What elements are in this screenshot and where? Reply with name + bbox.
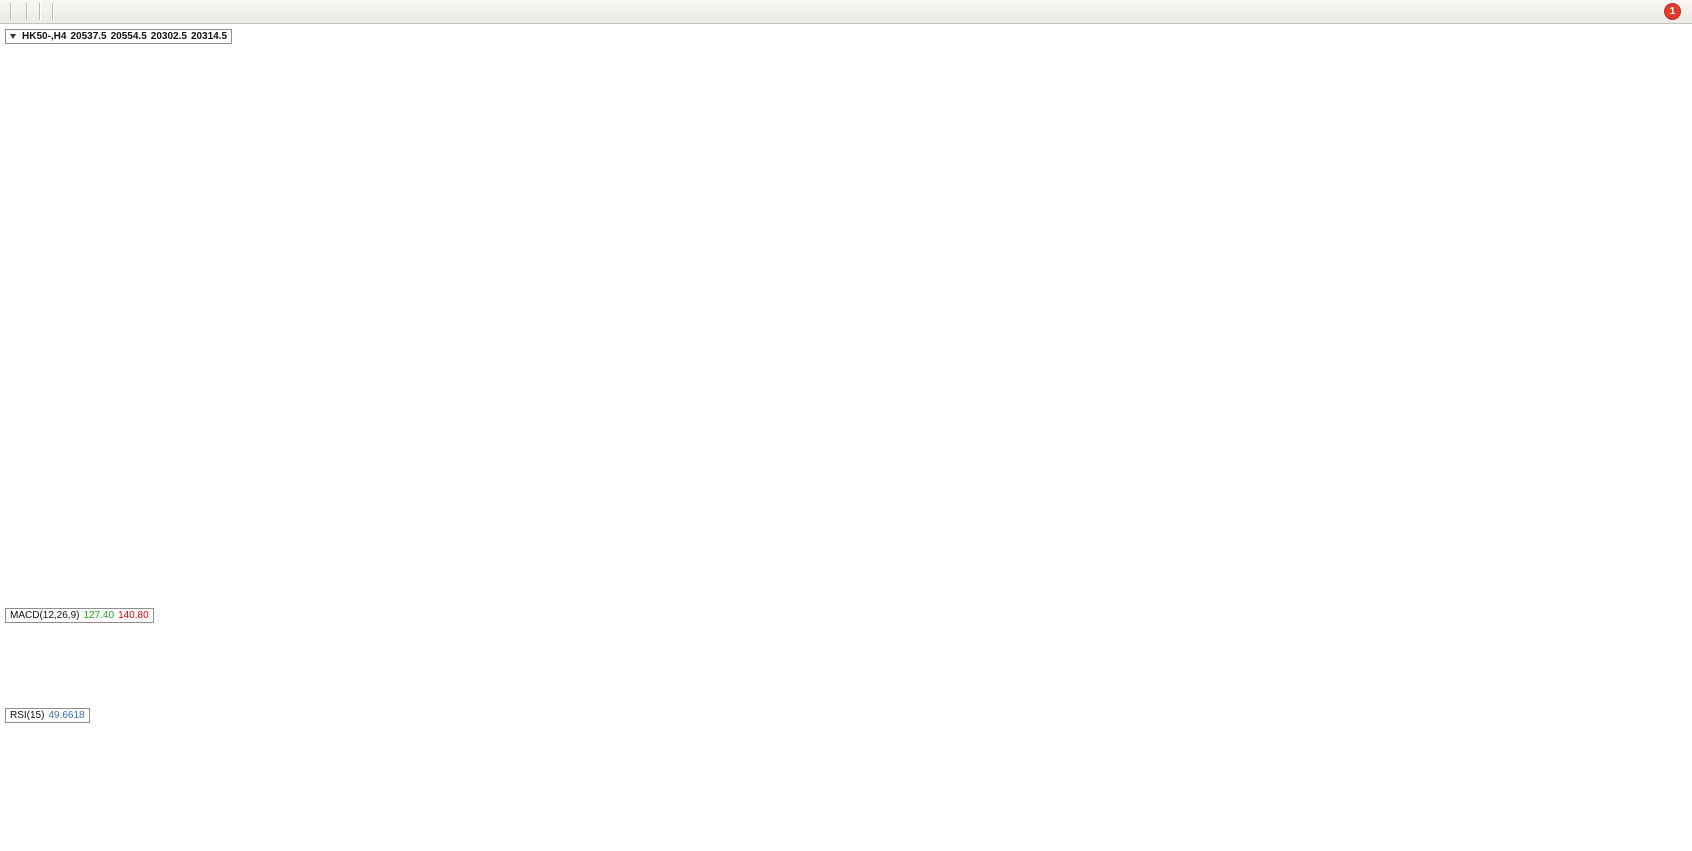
toolbar-separator bbox=[10, 3, 11, 20]
one-click-trading-toggle-icon[interactable] bbox=[10, 34, 16, 39]
rsi-name: RSI(15) bbox=[10, 710, 45, 721]
macd-name: MACD(12,26,9) bbox=[10, 610, 80, 621]
chart-symbol-period: HK50-,H4 bbox=[22, 31, 67, 42]
ohlc-open: 20537.5 bbox=[70, 31, 107, 42]
rsi-value: 49.6618 bbox=[48, 710, 85, 721]
toolbar-separator bbox=[39, 3, 40, 20]
macd-signal-value: 140.80 bbox=[118, 610, 149, 621]
toolbar-right: 1 bbox=[1622, 1, 1688, 23]
macd-value: 127.40 bbox=[83, 610, 115, 621]
notification-badge[interactable]: 1 bbox=[1665, 4, 1680, 19]
ohlc-high: 20554.5 bbox=[110, 31, 147, 42]
chart-canvas[interactable] bbox=[0, 24, 1692, 851]
search-icon[interactable] bbox=[1622, 1, 1651, 23]
toolbar-separator bbox=[52, 3, 53, 20]
chart-window: HK50-,H4 20537.5 20554.5 20302.5 20314.5… bbox=[0, 24, 1692, 851]
ohlc-low: 20302.5 bbox=[150, 31, 187, 42]
ohlc-close: 20314.5 bbox=[190, 31, 228, 42]
toolbar-separator bbox=[26, 3, 27, 20]
rsi-indicator-label: RSI(15) 49.6618 bbox=[5, 708, 90, 723]
macd-indicator-label: MACD(12,26,9) 127.40 140.80 bbox=[5, 608, 154, 623]
chart-ohlc-info: HK50-,H4 20537.5 20554.5 20302.5 20314.5 bbox=[5, 29, 233, 44]
main-toolbar: 1 bbox=[0, 0, 1692, 24]
